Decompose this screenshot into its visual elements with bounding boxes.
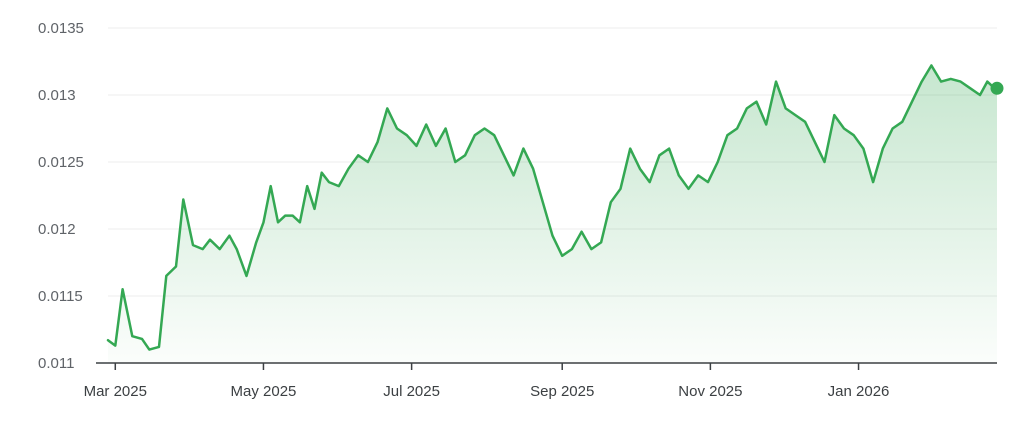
area-fill — [108, 65, 997, 363]
series-line[interactable] — [106, 64, 999, 351]
y-tick-label: 0.013 — [38, 87, 76, 104]
y-tick-label: 0.0135 — [38, 20, 84, 37]
x-tick-label: Mar 2025 — [84, 383, 147, 400]
x-axis-ticks: Mar 2025 May 2025 Jul 2025 Sep 2025 Nov 2025… — [84, 363, 890, 400]
last-point-marker[interactable] — [990, 81, 1004, 95]
y-tick-label: 0.0125 — [38, 154, 84, 171]
x-tick-label: Nov 2025 — [678, 383, 742, 400]
x-tick-label: Sep 2025 — [530, 383, 594, 400]
y-tick-label: 0.011 — [38, 355, 74, 372]
y-tick-label: 0.012 — [38, 221, 76, 238]
y-tick-label: 0.0115 — [38, 288, 83, 305]
x-tick-label: May 2025 — [231, 383, 297, 400]
x-tick-label: Jan 2026 — [828, 383, 890, 400]
y-axis-ticks: 0.011 0.0115 0.012 0.0125 0.013 0.0135 — [38, 20, 84, 372]
x-tick-label: Jul 2025 — [383, 383, 440, 400]
